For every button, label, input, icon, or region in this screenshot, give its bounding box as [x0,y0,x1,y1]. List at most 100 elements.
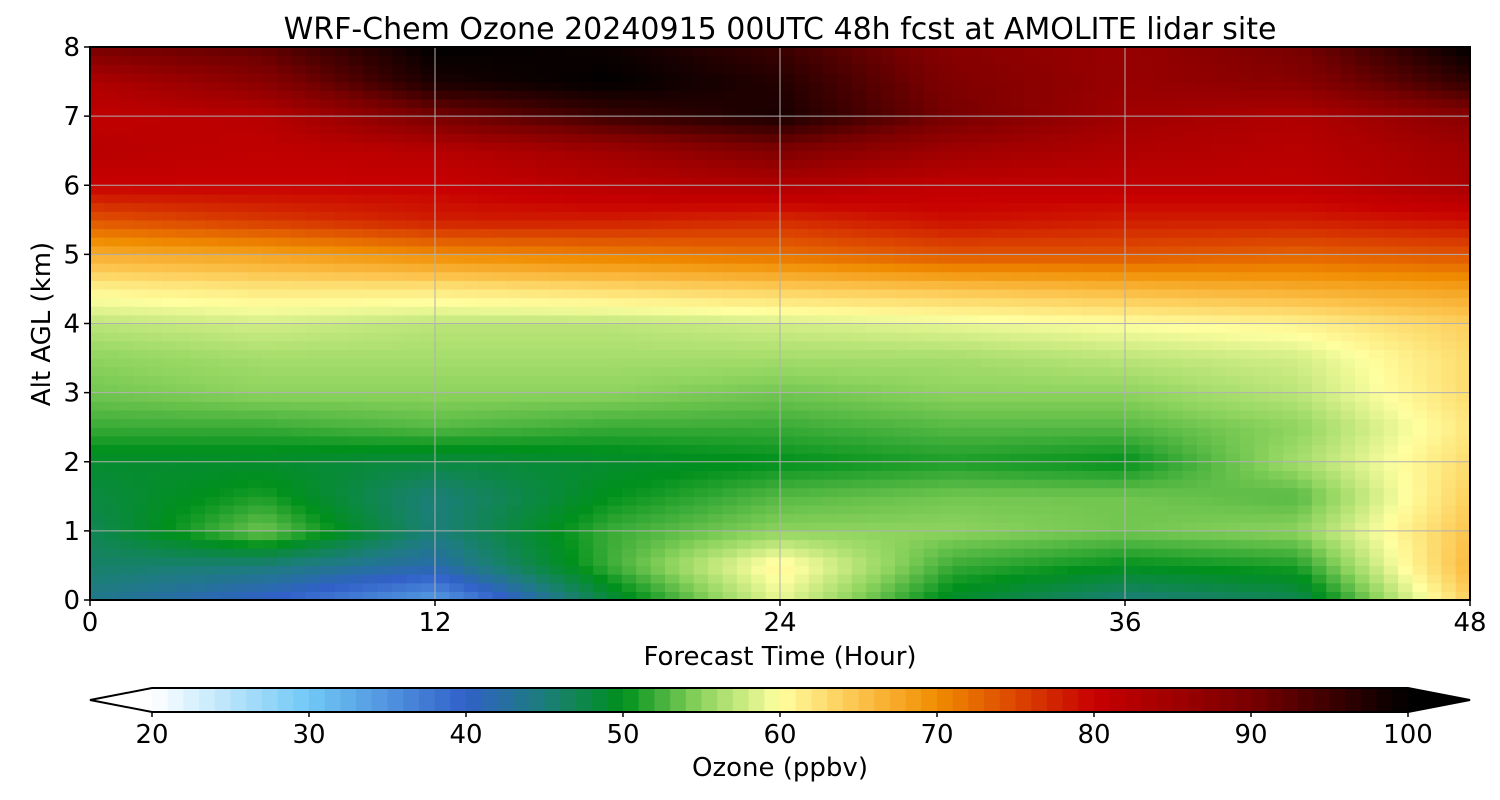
heatmap-cell [161,409,177,420]
heatmap-cell [593,340,609,351]
heatmap-cell [665,193,680,204]
heatmap-cell [550,202,565,212]
heatmap-cell [665,280,680,290]
heatmap-cell [1067,254,1083,264]
heatmap-cell [133,202,149,212]
heatmap-cell [1412,280,1428,290]
heatmap-cell [1268,383,1284,394]
heatmap-cell [1326,539,1342,549]
heatmap-cell [866,271,882,281]
heatmap-cell [679,297,695,307]
heatmap-cell [851,159,867,169]
heatmap-cell [233,332,249,342]
heatmap-cell [665,461,680,471]
heatmap-cell [650,349,666,359]
heatmap-cell [391,496,407,506]
heatmap-cell [1455,522,1471,532]
heatmap-cell [938,418,954,428]
heatmap-cell [1254,159,1270,169]
heatmap-cell [1182,427,1198,437]
heatmap-cell [665,159,680,169]
heatmap-cell [923,444,939,454]
heatmap-cell [1268,453,1284,463]
heatmap-cell [1225,375,1241,385]
heatmap-cell [837,288,853,299]
heatmap-cell [578,366,594,376]
heatmap-cell [1340,263,1356,273]
heatmap-cell [90,383,105,394]
heatmap-cell [1441,237,1457,247]
heatmap-cell [377,332,393,342]
heatmap-cell [593,332,609,342]
heatmap-cell [593,349,609,359]
heatmap-cell [1024,565,1040,575]
heatmap-cell [578,245,594,255]
heatmap-cell [1024,582,1040,592]
heatmap-cell [780,254,795,264]
heatmap-cell [291,435,307,446]
heatmap-cell [1355,591,1370,601]
heatmap-cell [1053,409,1069,420]
heatmap-cell [1081,332,1097,342]
heatmap-cell [923,461,939,471]
heatmap-cell [276,522,292,532]
heatmap-cell [1383,193,1399,204]
heatmap-cell [837,504,853,515]
heatmap-cell [276,159,292,169]
heatmap-cell [751,496,767,506]
heatmap-cell [478,565,494,575]
heatmap-cell [506,496,522,506]
heatmap-cell [435,530,450,541]
heatmap-cell [679,487,695,497]
heatmap-cell [1038,254,1054,264]
heatmap-cell [780,461,795,471]
heatmap-cell [1182,211,1198,221]
heatmap-cell [291,193,307,204]
heatmap-cell [305,435,321,446]
heatmap-cell [521,332,537,342]
heatmap-cell [521,427,537,437]
heatmap-cell [751,504,767,515]
heatmap-cell [391,202,407,212]
heatmap-cell [1067,332,1083,342]
heatmap-cell [205,167,220,178]
heatmap-cell [435,548,450,558]
heatmap-cell [1412,263,1428,273]
heatmap-cell [391,409,407,420]
heatmap-cell [233,453,249,463]
heatmap-cell [478,409,494,420]
heatmap-cell [880,211,896,221]
heatmap-cell [219,504,235,515]
heatmap-cell [693,237,709,247]
heatmap-cell [693,435,709,446]
heatmap-cell [535,453,551,463]
heatmap-cell [1340,487,1356,497]
heatmap-cell [276,263,292,273]
heatmap-cell [1398,418,1414,428]
heatmap-cell [1067,504,1083,515]
heatmap-cell [291,427,307,437]
heatmap-cell [1125,159,1140,169]
heatmap-cell [1326,150,1342,160]
heatmap-cell [420,487,436,497]
heatmap-cell [808,461,824,471]
heatmap-cell [1024,548,1040,558]
heatmap-cell [1067,461,1083,471]
heatmap-cell [276,193,292,204]
heatmap-cell [808,323,824,333]
heatmap-cell [1225,470,1241,480]
heatmap-cell [1225,271,1241,281]
heatmap-cell [291,366,307,376]
heatmap-cell [1412,548,1428,558]
heatmap-cell [1225,401,1241,411]
heatmap-cell [420,271,436,281]
heatmap-cell [966,159,982,169]
heatmap-cell [1412,340,1428,351]
heatmap-cell [1311,548,1327,558]
heatmap-cell [1383,323,1399,333]
heatmap-cell [578,427,594,437]
heatmap-cell [1153,219,1169,230]
heatmap-cell [334,453,350,463]
heatmap-cell [693,280,709,290]
heatmap-cell [1254,383,1270,394]
